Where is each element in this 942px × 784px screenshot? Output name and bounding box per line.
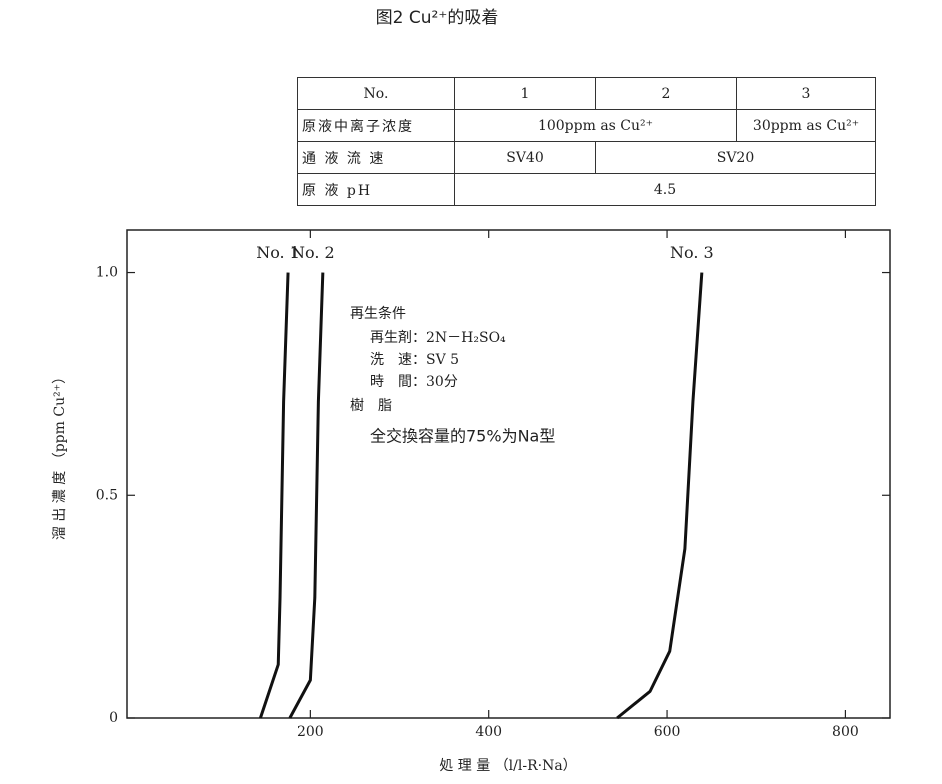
annotation: 再生剤：2N－H₂SO₄ [370,330,506,346]
series-line [288,272,325,719]
table-cell: 原 液 pH [297,173,455,206]
table-cell: 通 液 流 速 [297,141,455,174]
annotation-block: 再生条件 再生剤：2N－H₂SO₄ 洗 速：SV 5 時 間：30分 樹 脂 全… [350,305,555,446]
table-row: 通 液 流 速 SV40 SV20 [297,141,876,174]
table-cell: 3 [736,77,876,110]
x-tick-label: 800 [832,724,859,740]
table-row: 原液中离子浓度 100ppm as Cu²⁺ 30ppm as Cu²⁺ [297,109,876,142]
series-label: No. 2 [291,243,335,262]
series-line [258,272,290,719]
plot-frame [126,229,891,719]
y-tick-label: 1.0 [96,265,118,281]
annotation: 再生条件 [350,305,406,322]
table-row: 原 液 pH 4.5 [297,173,876,206]
annotation: 時 間：30分 [370,374,458,390]
annotation: 洗 速：SV 5 [370,352,459,368]
series-line [616,272,704,720]
table-cell: SV40 [454,141,596,174]
annotation: 全交換容量的75%为Na型 [370,427,555,446]
table-cell: 30ppm as Cu²⁺ [736,109,876,142]
table-cell: 原液中离子浓度 [297,109,455,142]
x-tick-label: 200 [297,724,324,740]
conditions-table: No. 1 2 3 原液中离子浓度 100ppm as Cu²⁺ 30ppm a… [297,77,876,206]
series-label: No. 1 [256,243,300,262]
y-axis-label: 溜 出 濃 度 （ppm Cu²⁺） [52,370,68,540]
x-tick-label: 600 [654,724,681,740]
chart-title: 图2 Cu²⁺的吸着 [376,8,499,28]
table-cell: 1 [454,77,596,110]
table-cell: 2 [595,77,737,110]
table-cell: SV20 [595,141,876,174]
table-header: No. 1 2 3 [297,77,876,110]
table-cell: 4.5 [454,173,876,206]
table-cell: 100ppm as Cu²⁺ [454,109,737,142]
x-axis-label: 処 理 量 （l/l-R·Na） [439,758,576,774]
series-label: No. 3 [670,243,714,262]
x-tick-label: 400 [475,724,502,740]
y-tick-label: 0.5 [96,487,118,503]
annotation: 樹 脂 [350,398,392,414]
y-tick-label: 0 [109,710,118,726]
table-cell: No. [297,77,455,110]
